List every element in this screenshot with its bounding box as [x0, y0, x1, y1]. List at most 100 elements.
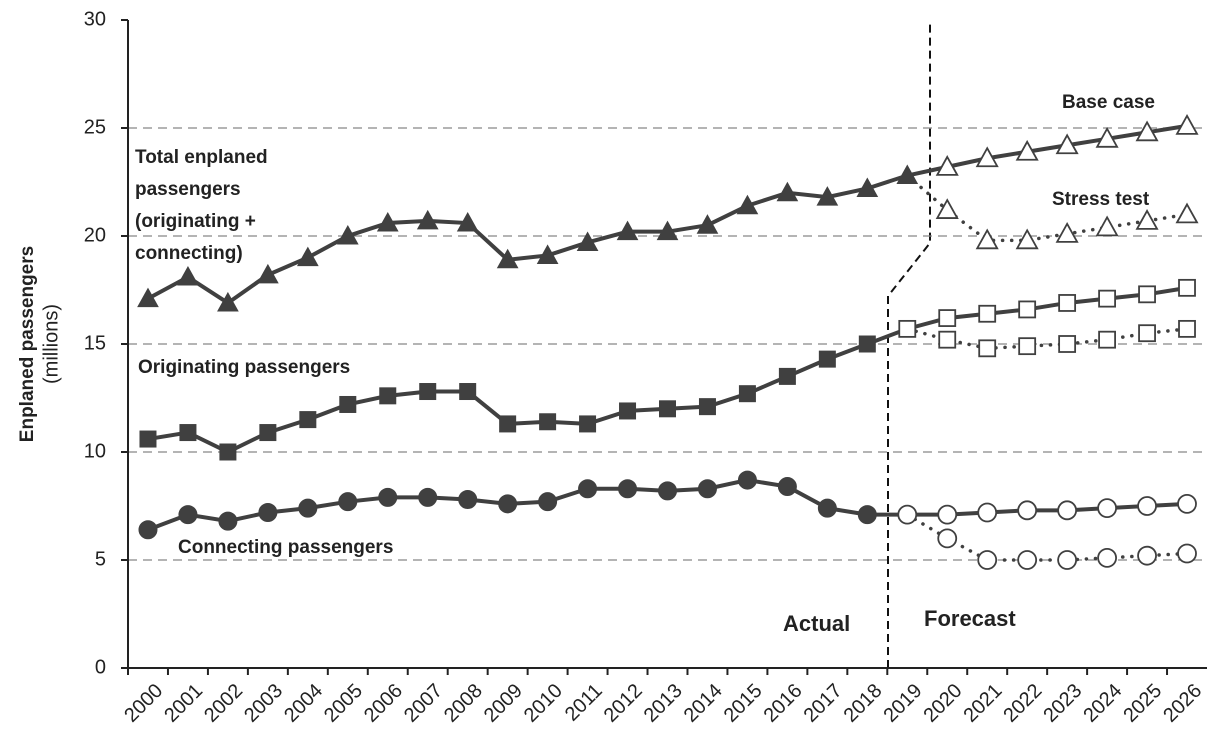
square-marker: [579, 415, 597, 433]
circle-marker: [1137, 545, 1157, 566]
triangle-marker: [416, 209, 439, 230]
x-tick-label: 2016: [760, 680, 807, 727]
square-marker: [419, 383, 437, 401]
x-tick-label: 2007: [400, 680, 447, 727]
circle-marker: [777, 477, 797, 497]
circle-marker: [658, 481, 677, 501]
markers: [137, 113, 1199, 570]
triangle-marker: [576, 231, 599, 251]
circle-marker: [258, 502, 278, 522]
circle-marker: [338, 492, 358, 512]
square-marker: [978, 304, 997, 323]
triangle-marker: [376, 212, 399, 232]
triangle-marker: [456, 212, 479, 232]
x-tick-label: 2020: [919, 680, 966, 727]
x-tick-label: 2017: [800, 680, 847, 727]
x-tick-label: 2026: [1159, 680, 1206, 727]
x-tick-label: 2008: [440, 680, 487, 727]
square-marker: [299, 411, 317, 429]
triangle-marker: [736, 194, 759, 215]
square-marker: [938, 330, 957, 349]
triangle-marker: [776, 181, 799, 202]
triangle-marker: [496, 248, 519, 269]
x-tick-label: 2010: [520, 680, 567, 727]
y-tick-label: 30: [84, 8, 106, 30]
square-marker: [659, 400, 676, 418]
triangle-marker: [975, 228, 999, 250]
triangle-marker: [656, 220, 679, 241]
square-marker: [1138, 285, 1156, 304]
x-tick-label: 2014: [680, 680, 727, 727]
square-marker: [1178, 319, 1196, 338]
triangle-marker: [1095, 215, 1119, 237]
triangle-marker: [217, 291, 239, 312]
square-marker: [1018, 337, 1037, 356]
circle-marker: [418, 487, 438, 507]
square-marker: [818, 350, 836, 368]
triangle-marker: [616, 220, 639, 241]
circle-marker: [737, 470, 757, 490]
triangle-marker: [1015, 139, 1039, 161]
series-line: [905, 173, 1189, 243]
square-marker: [619, 402, 637, 420]
x-tick-label: 2015: [720, 680, 767, 727]
y-tick-label: 5: [95, 548, 106, 570]
circle-marker: [1057, 500, 1078, 521]
triangle-marker: [1175, 202, 1199, 224]
x-tick-label: 2003: [240, 680, 287, 727]
square-marker: [698, 398, 716, 416]
square-marker: [738, 385, 756, 403]
annotation: Originating passengers: [138, 357, 350, 378]
circle-marker: [1017, 500, 1038, 521]
triangle-marker: [935, 198, 959, 219]
triangle-marker: [696, 214, 719, 234]
square-marker: [978, 339, 997, 358]
annotation: (originating +: [135, 211, 256, 232]
circle-marker: [1057, 550, 1078, 570]
forecast-divider: [887, 20, 931, 668]
triangle-marker: [1015, 228, 1039, 250]
y-axis-label: Enplaned passengers: [17, 246, 38, 442]
circle-marker: [1017, 550, 1038, 570]
square-marker: [1138, 324, 1156, 343]
x-tick-label: 2012: [600, 680, 647, 727]
y-axis-title: Enplaned passengers (millions): [17, 246, 62, 442]
circle-marker: [937, 528, 958, 549]
square-marker: [1058, 294, 1077, 312]
annotation: Base case: [1062, 92, 1155, 113]
square-marker: [459, 383, 477, 401]
x-tick-label: 2000: [120, 680, 167, 727]
x-tick-label: 2004: [280, 680, 327, 727]
circle-marker: [857, 505, 877, 525]
square-marker: [339, 395, 357, 413]
square-marker: [858, 335, 876, 353]
circle-marker: [578, 479, 598, 499]
square-marker: [1058, 335, 1077, 353]
x-tick-label: 2023: [1039, 680, 1086, 727]
triangle-marker: [935, 155, 959, 176]
square-marker: [259, 424, 277, 442]
circle-marker: [1177, 493, 1197, 514]
circle-marker: [378, 487, 398, 507]
x-tick-label: 2011: [561, 680, 607, 726]
square-marker: [139, 430, 157, 448]
square-marker: [1098, 289, 1116, 308]
circle-marker: [498, 494, 518, 514]
x-tick-label: 2019: [880, 680, 927, 727]
triangle-marker: [1055, 221, 1079, 243]
triangle-marker: [1135, 209, 1159, 230]
circle-marker: [1137, 496, 1157, 516]
circle-marker: [897, 504, 918, 525]
x-tick-label: 2013: [640, 680, 687, 727]
triangle-marker: [336, 224, 359, 245]
triangle-marker: [296, 246, 319, 267]
y-axis-unit: (millions): [40, 304, 62, 384]
annotation: connecting): [135, 243, 243, 264]
y-tick-label: 15: [84, 332, 106, 354]
x-tick-label: 2021: [959, 680, 1006, 727]
triangle-marker: [1175, 113, 1199, 135]
square-marker: [499, 415, 517, 433]
square-marker: [379, 387, 397, 405]
square-marker: [219, 443, 237, 461]
